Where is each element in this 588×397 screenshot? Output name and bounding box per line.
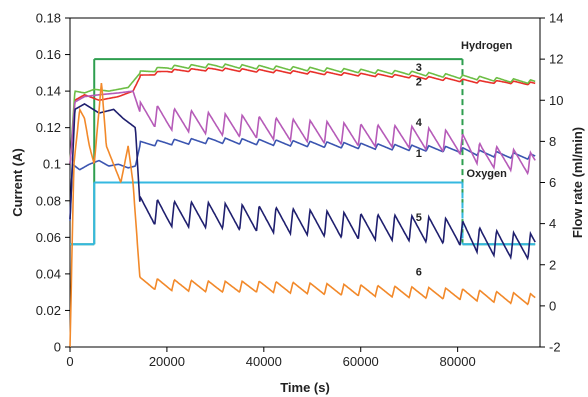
current-line-4 bbox=[69, 90, 536, 176]
current-line-3 bbox=[69, 63, 536, 165]
y-tick-label: 0.14 bbox=[36, 84, 61, 99]
x-tick-label: 80000 bbox=[440, 354, 476, 369]
y2-tick-label: 4 bbox=[549, 216, 556, 231]
annotation-label: 5 bbox=[416, 212, 422, 224]
y-tick-label: 0.1 bbox=[43, 157, 61, 172]
annotation-label: Hydrogen bbox=[461, 40, 513, 52]
y-tick-label: 0.02 bbox=[36, 303, 61, 318]
y-tick-label: 0 bbox=[54, 340, 61, 355]
current-lines bbox=[69, 63, 536, 348]
x-tick-label: 40000 bbox=[246, 354, 282, 369]
y-tick-label: 0.04 bbox=[36, 266, 61, 281]
x-tick-label: 0 bbox=[66, 354, 73, 369]
y2-tick-label: 0 bbox=[549, 298, 556, 313]
y-tick-label: 0.18 bbox=[36, 11, 61, 26]
y2-tick-label: 14 bbox=[549, 11, 563, 26]
y2-tick-label: 12 bbox=[549, 52, 563, 67]
y2-tick-label: 2 bbox=[549, 257, 556, 272]
y2-tick-label: 6 bbox=[549, 175, 556, 190]
y-tick-label: 0.08 bbox=[36, 193, 61, 208]
annotations: Hydrogen Oxygen 3 2 4 1 5 6 bbox=[416, 40, 513, 279]
y-axis-title: Current (A) bbox=[10, 148, 25, 217]
axes: 0 20000 40000 60000 80000 0 0.02 0.04 0.06 0.08 0.… bbox=[36, 11, 564, 370]
flow-rate-lines bbox=[70, 58, 536, 246]
y2-tick-label: 8 bbox=[549, 134, 556, 149]
y2-tick-label: -2 bbox=[549, 340, 561, 355]
annotation-label: 4 bbox=[416, 117, 423, 129]
current-line-2 bbox=[69, 67, 536, 165]
annotation-label: 6 bbox=[416, 267, 422, 279]
y2-axis-title: Flow rate (ml/min) bbox=[570, 127, 585, 238]
annotation-label: 3 bbox=[416, 62, 422, 74]
annotation-label: Oxygen bbox=[467, 168, 508, 180]
current-line-6 bbox=[69, 83, 536, 348]
y2-tick-label: 10 bbox=[549, 93, 563, 108]
current-line-5 bbox=[69, 102, 536, 261]
x-axis-title: Time (s) bbox=[280, 380, 330, 395]
annotation-label: 1 bbox=[416, 148, 422, 160]
current-line-1 bbox=[69, 137, 536, 221]
y-tick-label: 0.12 bbox=[36, 120, 61, 135]
annotation-label: 2 bbox=[416, 77, 422, 89]
y-tick-label: 0.06 bbox=[36, 230, 61, 245]
x-tick-label: 60000 bbox=[343, 354, 379, 369]
x-tick-label: 20000 bbox=[149, 354, 185, 369]
y-tick-label: 0.16 bbox=[36, 47, 61, 62]
